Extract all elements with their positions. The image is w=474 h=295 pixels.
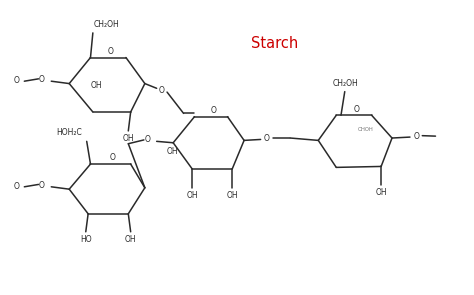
Text: HOH₂C: HOH₂C bbox=[56, 128, 82, 137]
Text: O: O bbox=[159, 86, 165, 95]
Text: O: O bbox=[210, 106, 216, 115]
Text: O: O bbox=[413, 132, 419, 141]
Text: O: O bbox=[39, 181, 45, 190]
Text: OH: OH bbox=[125, 235, 137, 244]
Text: Starch: Starch bbox=[251, 36, 299, 51]
Text: CH₂OH: CH₂OH bbox=[333, 78, 358, 88]
Text: O: O bbox=[145, 135, 151, 145]
Text: OH: OH bbox=[166, 147, 178, 156]
Text: O: O bbox=[14, 182, 19, 191]
Text: OH: OH bbox=[91, 81, 102, 91]
Text: O: O bbox=[14, 76, 19, 85]
Text: OH: OH bbox=[122, 134, 134, 143]
Text: OH: OH bbox=[186, 191, 198, 200]
Text: CH₂OH: CH₂OH bbox=[94, 20, 119, 29]
Text: O: O bbox=[264, 134, 270, 143]
Text: OHOH: OHOH bbox=[358, 127, 374, 132]
Text: O: O bbox=[354, 105, 359, 114]
Text: O: O bbox=[108, 47, 113, 56]
Text: HO: HO bbox=[80, 235, 91, 244]
Text: OH: OH bbox=[227, 191, 238, 200]
Text: O: O bbox=[110, 153, 116, 163]
Text: O: O bbox=[39, 75, 45, 84]
Text: OH: OH bbox=[375, 189, 387, 197]
